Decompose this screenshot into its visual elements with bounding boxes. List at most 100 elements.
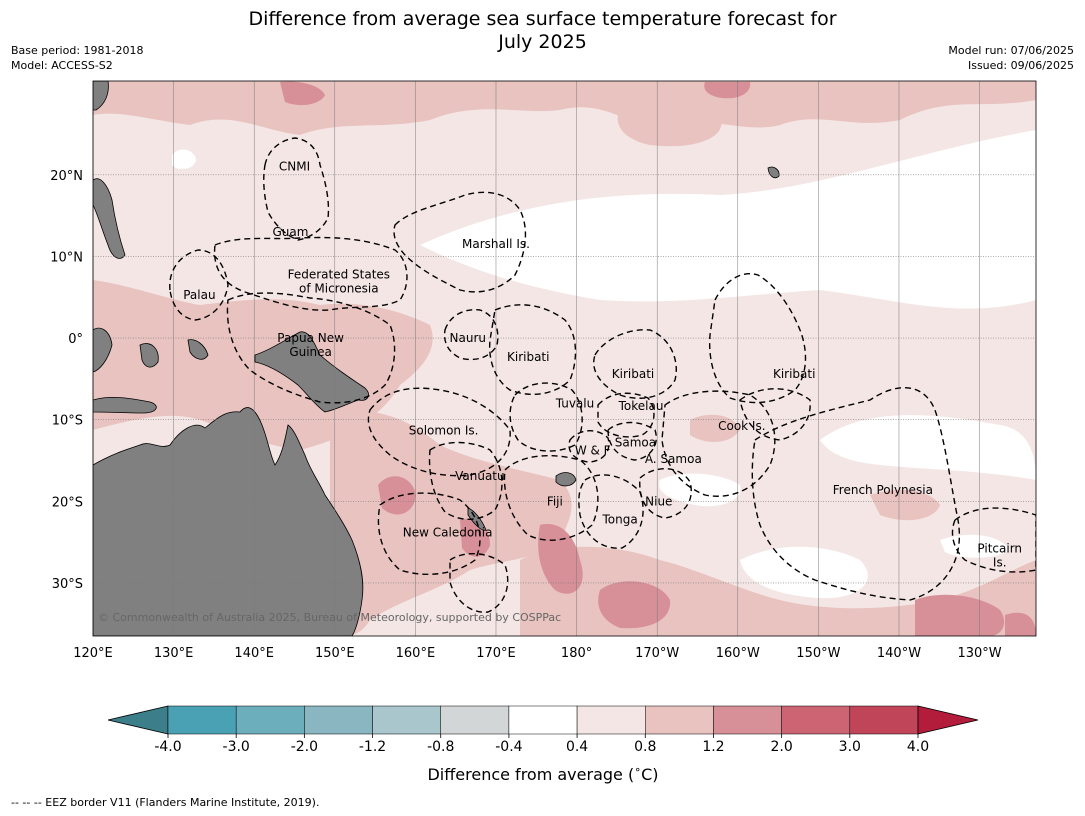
sst-anomaly-warm-patch — [1005, 612, 1036, 636]
colorbar-title: Difference from average (∘C) — [427, 763, 658, 784]
region-label: Tuvalu — [555, 396, 595, 410]
eez-hawaii-hint — [739, 388, 811, 441]
eez-tuvalu — [509, 382, 583, 452]
colorbar-swatch — [849, 705, 919, 735]
colorbar-tick-label: -3.0 — [223, 739, 250, 755]
longitude-labels: 120°E 130°E 140°E 150°E 160°E 170°E 180° 170°W 1… — [73, 646, 1002, 661]
eez-kiribati-line — [708, 273, 807, 404]
region-label: Tokelau — [618, 399, 664, 413]
colorbar-swatch — [645, 705, 714, 735]
eez-pitcairn — [951, 507, 1036, 573]
region-label: A. Samoa — [645, 452, 702, 466]
region-label: Kiribati — [773, 367, 815, 381]
title-line-1: Difference from average sea surface temp… — [248, 8, 837, 30]
colorbar-swatch — [508, 705, 578, 735]
eez-norfolk — [449, 553, 509, 613]
eez-new-caledonia — [377, 492, 481, 575]
sst-near-average-east — [820, 415, 1036, 480]
base-period: Base period: 1981-2018 — [11, 44, 144, 57]
colorbar-swatch — [713, 705, 782, 735]
latitude-labels: 20°N 10°N 0° 10°S 20°S 30°S — [50, 169, 83, 592]
region-label: Pitcairn — [977, 542, 1022, 556]
meta-left: Base period: 1981-2018 Model: ACCESS-S2 — [11, 43, 143, 73]
region-label: Guinea — [289, 345, 332, 359]
copyright-text: © Commonwealth of Australia 2025, Bureau… — [98, 611, 561, 624]
sst-anomaly-southeast — [870, 489, 940, 521]
halmahera-land — [187, 339, 209, 360]
eez-kiribati-phoenix — [593, 329, 677, 399]
colorbar-tick-label: -2.0 — [291, 739, 318, 755]
philippines-land — [93, 178, 126, 259]
colorbar-swatch — [576, 705, 646, 735]
lon-tick-label: 140°E — [234, 646, 274, 661]
borneo-land — [93, 327, 113, 373]
eez-tonga — [578, 474, 644, 549]
meta-right: Model run: 07/06/2025 Issued: 09/06/2025 — [948, 43, 1074, 73]
region-label: W & F — [575, 444, 611, 458]
region-label: Kiribati — [612, 367, 654, 381]
map-title: Difference from average sea surface temp… — [0, 8, 1085, 54]
sst-near-average-patch — [659, 473, 741, 507]
colorbar-tick-label: 1.2 — [702, 739, 724, 755]
sst-field — [93, 81, 1036, 636]
sst-near-average-band — [420, 130, 1036, 309]
colorbar-title-text: Difference from average ( — [427, 765, 634, 784]
title-line-2: July 2025 — [498, 31, 587, 53]
colorbar-title-unit: C) — [641, 765, 658, 784]
colorbar: -4.0 -3.0 -2.0 -1.2 -0.8 -0.4 0.4 0.8 1.2 2.0 3.0 4… — [107, 705, 979, 755]
eez-micronesia — [213, 236, 408, 311]
colorbar-swatch — [167, 705, 237, 735]
colorbar-tick-label: 2.0 — [771, 739, 793, 755]
region-label: Niue — [645, 494, 672, 508]
lat-tick-label: 20°N — [50, 169, 83, 184]
colorbar-tick-label: -4.0 — [154, 739, 181, 755]
lon-tick-label: 160°E — [396, 646, 436, 661]
colorbar-tick-label: -0.8 — [427, 739, 454, 755]
eez-marshall — [393, 191, 527, 293]
colorbar-extend-low — [107, 705, 169, 735]
lat-tick-label: 10°N — [50, 250, 83, 265]
lon-tick-label: 150°E — [315, 646, 355, 661]
sst-near-average-patch — [172, 149, 196, 170]
region-label: French Polynesia — [833, 483, 933, 497]
region-label: Fiji — [547, 494, 563, 508]
region-label: Tonga — [602, 512, 638, 526]
sst-anomaly-warm-patch — [538, 524, 583, 594]
region-label: CNMI — [279, 160, 310, 174]
lon-tick-label: 170°W — [635, 646, 679, 661]
lon-tick-label: 180° — [561, 646, 592, 661]
sst-anomaly-warm-patch — [378, 476, 416, 515]
lon-tick-label: 160°W — [716, 646, 760, 661]
eez-footer-note: -- -- -- EEZ border V11 (Flanders Marine… — [11, 796, 320, 809]
region-label: Marshall Is. — [462, 237, 530, 251]
eez-solomon — [367, 387, 511, 477]
lat-tick-label: 20°S — [52, 495, 83, 510]
map-border — [92, 80, 1037, 637]
region-label: Federated States — [288, 267, 390, 281]
region-label: Papua New — [277, 331, 344, 345]
model-run: Model run: 07/06/2025 — [948, 44, 1074, 57]
colorbar-swatch — [440, 705, 510, 735]
lon-tick-label: 150°W — [796, 646, 840, 661]
sst-anomaly-southwest — [330, 411, 572, 636]
colorbar-swatch — [304, 705, 373, 735]
region-label: Guam — [272, 225, 308, 239]
eez-wallis-futuna — [568, 430, 610, 463]
region-label: Palau — [183, 288, 215, 302]
lon-tick-label: 140°W — [877, 646, 921, 661]
sst-anomaly-warm-patch — [280, 81, 325, 106]
colorbar-swatch — [372, 705, 441, 735]
eez-french-polynesia — [751, 386, 960, 601]
eez-vanuatu — [428, 441, 503, 520]
sst-near-average-patch — [740, 546, 868, 599]
colorbar-tick-label: -0.4 — [495, 739, 522, 755]
sst-anomaly-west-warm-pool — [93, 280, 433, 450]
region-label: Solomon Is. — [409, 423, 479, 437]
colorbar-tick-label: 0.4 — [566, 739, 588, 755]
eez-samoa — [607, 421, 657, 461]
lat-tick-label: 0° — [68, 332, 83, 347]
eez-nauru — [443, 308, 499, 361]
